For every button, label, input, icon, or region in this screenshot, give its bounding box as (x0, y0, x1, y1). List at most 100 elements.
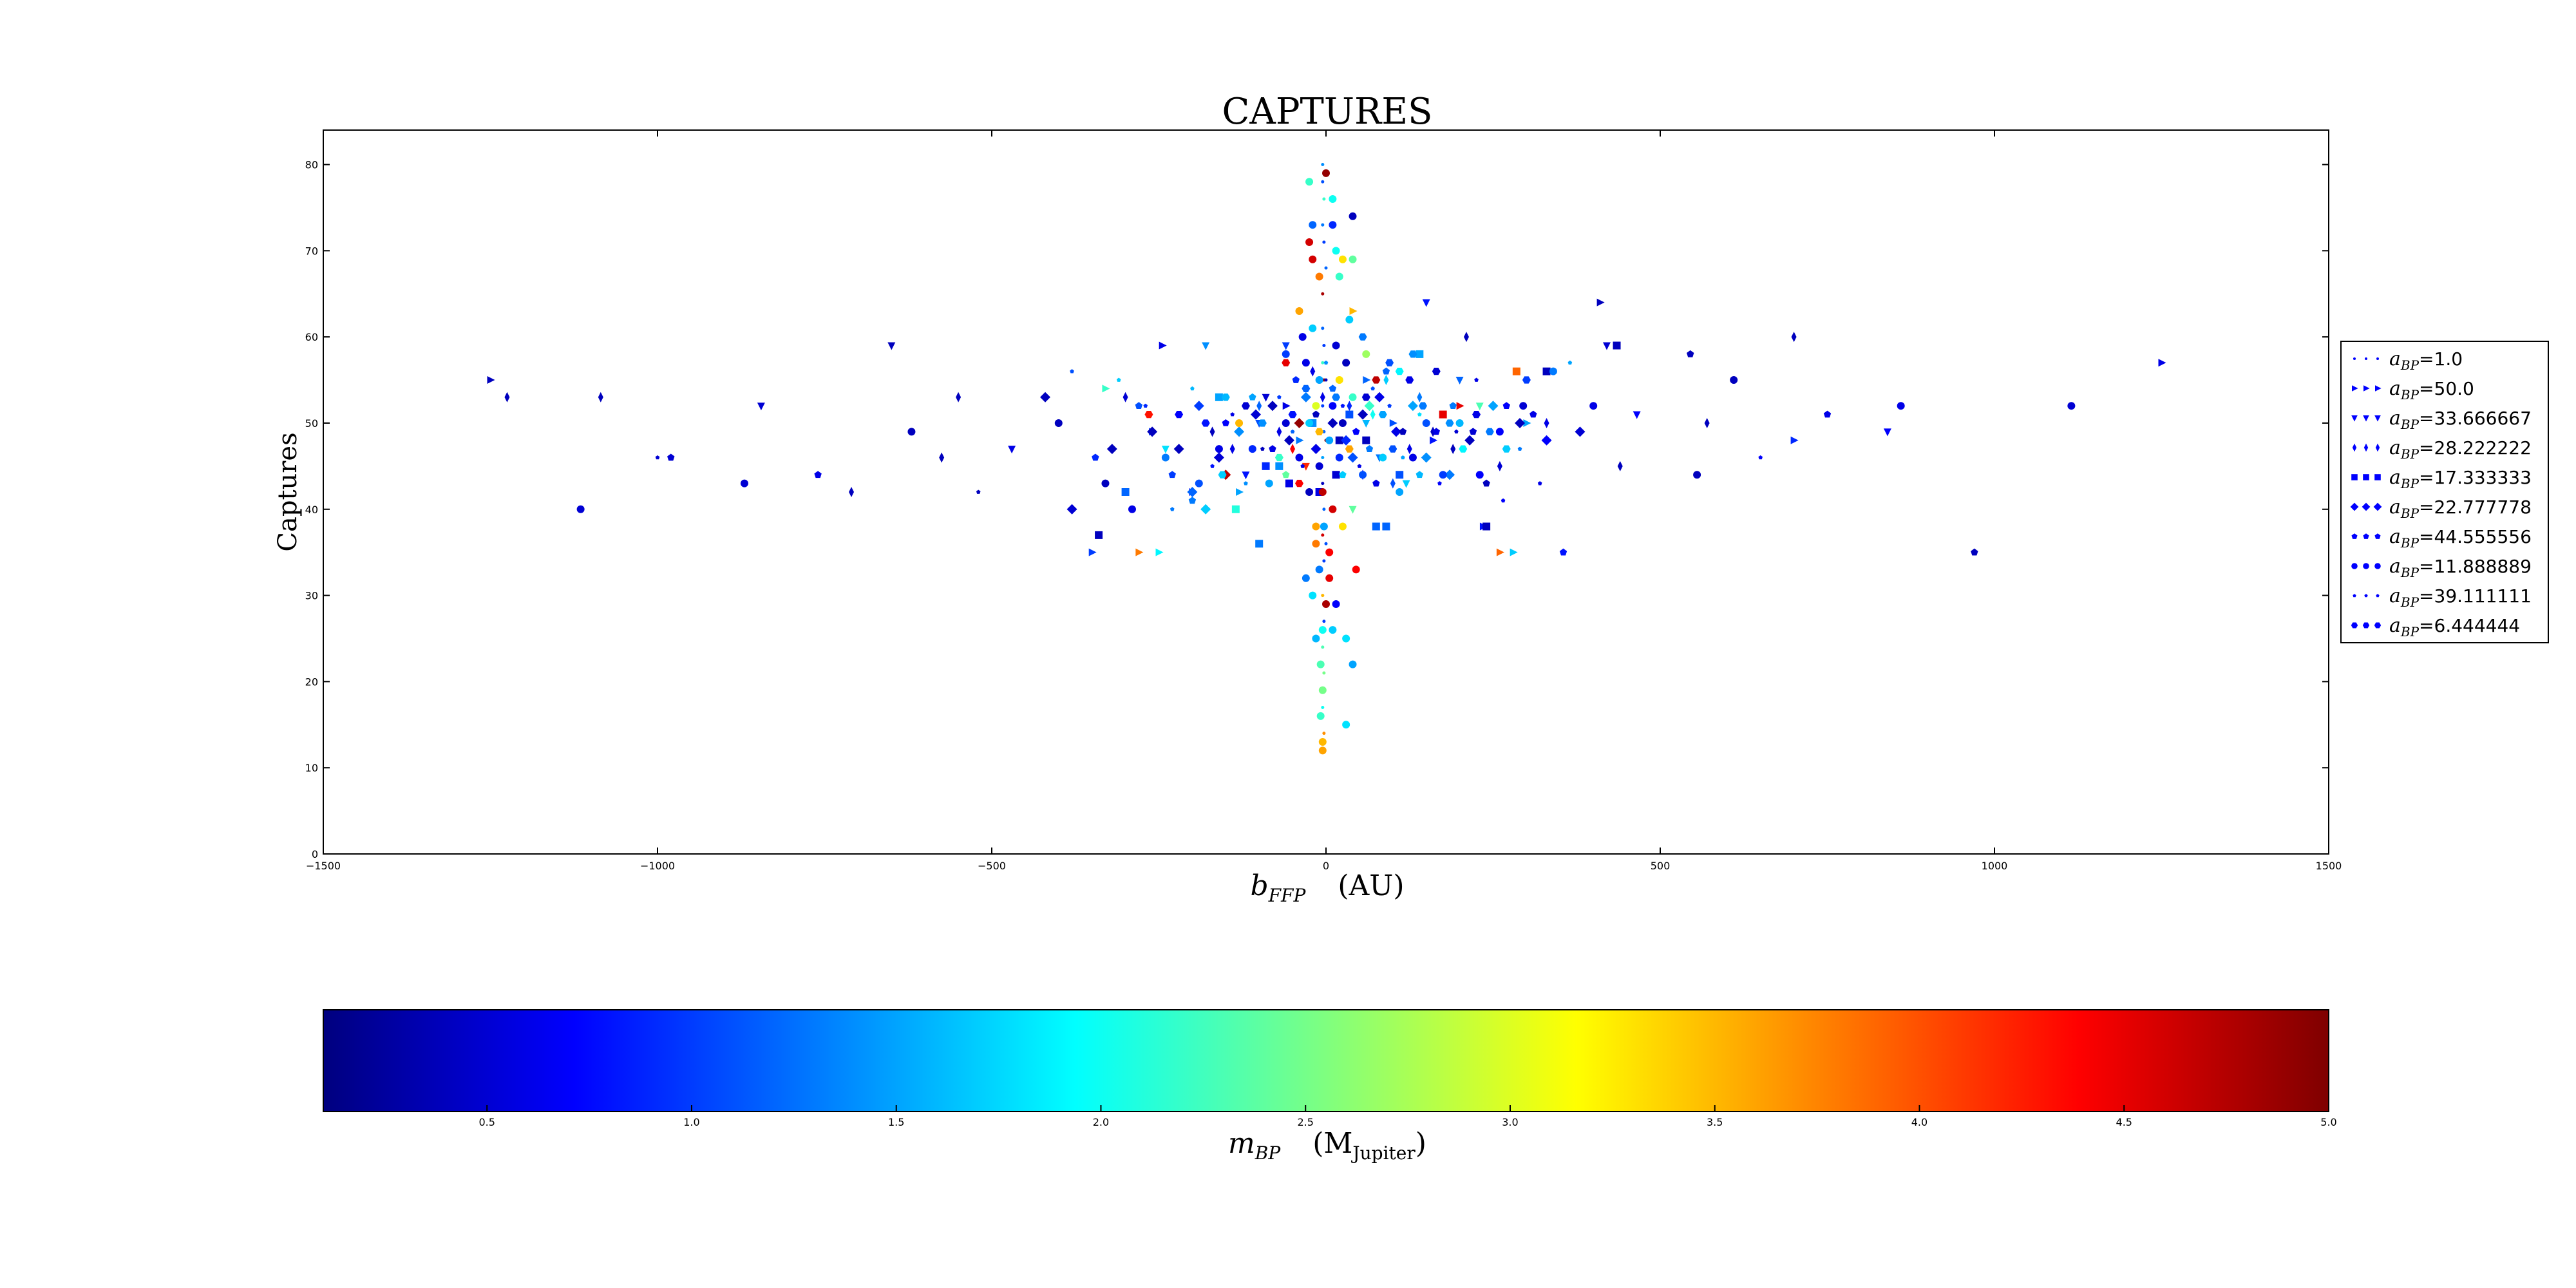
scatter-point (1282, 359, 1291, 366)
scatter-point (1329, 221, 1337, 229)
scatter-point (1387, 403, 1392, 408)
scatter-point (1549, 367, 1557, 375)
x-axis-symbol: b (1250, 869, 1268, 902)
scatter-point (1512, 367, 1520, 375)
legend-marker (2374, 563, 2381, 569)
scatter-point (1401, 455, 1405, 460)
scatter-point (2067, 402, 2076, 410)
scatter-point (1244, 481, 1248, 486)
colorbar-tick-label: 0.5 (478, 1116, 495, 1128)
scatter-point (1321, 223, 1325, 227)
scatter-point (1265, 479, 1273, 488)
scatter-point (1730, 376, 1738, 384)
legend-item: aBP=33.666667 (2351, 407, 2532, 432)
x-tick-label: −1500 (306, 860, 341, 872)
scatter-point (1379, 453, 1387, 462)
scatter-point (1121, 488, 1130, 496)
y-axis-label: Captures (273, 432, 303, 551)
scatter-point (1502, 402, 1510, 410)
scatter-point (1274, 453, 1283, 462)
scatter-point (1370, 386, 1375, 391)
scatter-point (1510, 548, 1518, 556)
legend-marker (2362, 622, 2370, 629)
scatter-point (1102, 384, 1110, 393)
scatter-point (1159, 341, 1167, 350)
scatter-point (1335, 272, 1343, 281)
legend-label: aBP=11.888889 (2389, 555, 2532, 580)
scatter-point (1322, 197, 1326, 201)
scatter-point (1406, 444, 1412, 455)
x-axis-subscript: FFP (1268, 885, 1307, 906)
scatter-point (740, 479, 748, 488)
scatter-point (1791, 332, 1797, 343)
scatter-point (1315, 565, 1323, 574)
legend-item: aBP=44.555556 (2351, 526, 2532, 551)
scatter-point (1290, 429, 1295, 434)
legend-item: aBP=17.333333 (2351, 466, 2532, 491)
scatter-point (1341, 435, 1352, 446)
scatter-point (1325, 574, 1334, 582)
scatter-point (1374, 392, 1385, 402)
legend-label: aBP=44.555556 (2389, 526, 2532, 551)
x-tick-label: 500 (1651, 860, 1671, 872)
scatter-point (1318, 488, 1327, 496)
scatter-point (1469, 428, 1477, 435)
scatter-point (1296, 436, 1304, 444)
scatter-point (1235, 419, 1244, 427)
scatter-point (956, 392, 961, 402)
scatter-point (1758, 455, 1763, 460)
scatter-point (576, 505, 585, 513)
scatter-point (1322, 732, 1326, 735)
scatter-point (1175, 410, 1184, 419)
scatter-point (1501, 498, 1506, 503)
scatter-point (1290, 444, 1296, 455)
scatter-point (1230, 412, 1235, 417)
scatter-point (1315, 376, 1323, 384)
scatter-point (1095, 531, 1103, 539)
scatter-point (1345, 410, 1354, 419)
scatter-point (1122, 392, 1128, 402)
scatter-point (1305, 488, 1314, 496)
y-tick-label: 80 (305, 159, 318, 171)
scatter-point (1357, 464, 1362, 468)
legend-marker (2363, 474, 2369, 480)
colorbar-tick-label: 2.0 (1093, 1116, 1109, 1128)
scatter-point (1488, 401, 1499, 412)
scatter-point (1432, 368, 1441, 375)
scatter-point (1325, 548, 1334, 556)
scatter-point (487, 376, 495, 384)
legend-marker (2363, 385, 2370, 392)
scatter-point (1305, 178, 1314, 186)
scatter-point (1193, 401, 1204, 412)
scatter-point (1456, 402, 1464, 410)
scatter-point (1430, 436, 1438, 444)
y-tick-label: 10 (305, 762, 318, 774)
scatter-point (1190, 386, 1195, 391)
scatter-point (1396, 471, 1404, 479)
scatter-point (1399, 428, 1407, 435)
scatter-point (1390, 478, 1396, 489)
scatter-point (1318, 626, 1327, 634)
scatter-point (1311, 444, 1321, 455)
scatter-point (1362, 350, 1370, 358)
scatter-point (1396, 488, 1404, 496)
scatter-point (1309, 591, 1317, 600)
scatter-point (1322, 671, 1326, 675)
scatter-point (1312, 540, 1320, 548)
scatter-point (1444, 469, 1455, 480)
scatter-point (1971, 548, 1978, 556)
scatter-point (1421, 452, 1432, 463)
scatter-point (1092, 453, 1099, 461)
scatter-point (1332, 600, 1340, 608)
scatter-point (1437, 481, 1442, 486)
scatter-point (814, 471, 822, 478)
legend-marker (2376, 357, 2379, 360)
scatter-point (1234, 426, 1245, 437)
scatter-point (1218, 471, 1227, 478)
scatter-point (1147, 426, 1158, 437)
x-tick-label: 0 (1323, 860, 1329, 872)
scatter-point (1161, 453, 1170, 462)
scatter-point (1439, 410, 1447, 419)
scatter-point (1106, 444, 1117, 455)
legend-marker (2351, 474, 2358, 480)
